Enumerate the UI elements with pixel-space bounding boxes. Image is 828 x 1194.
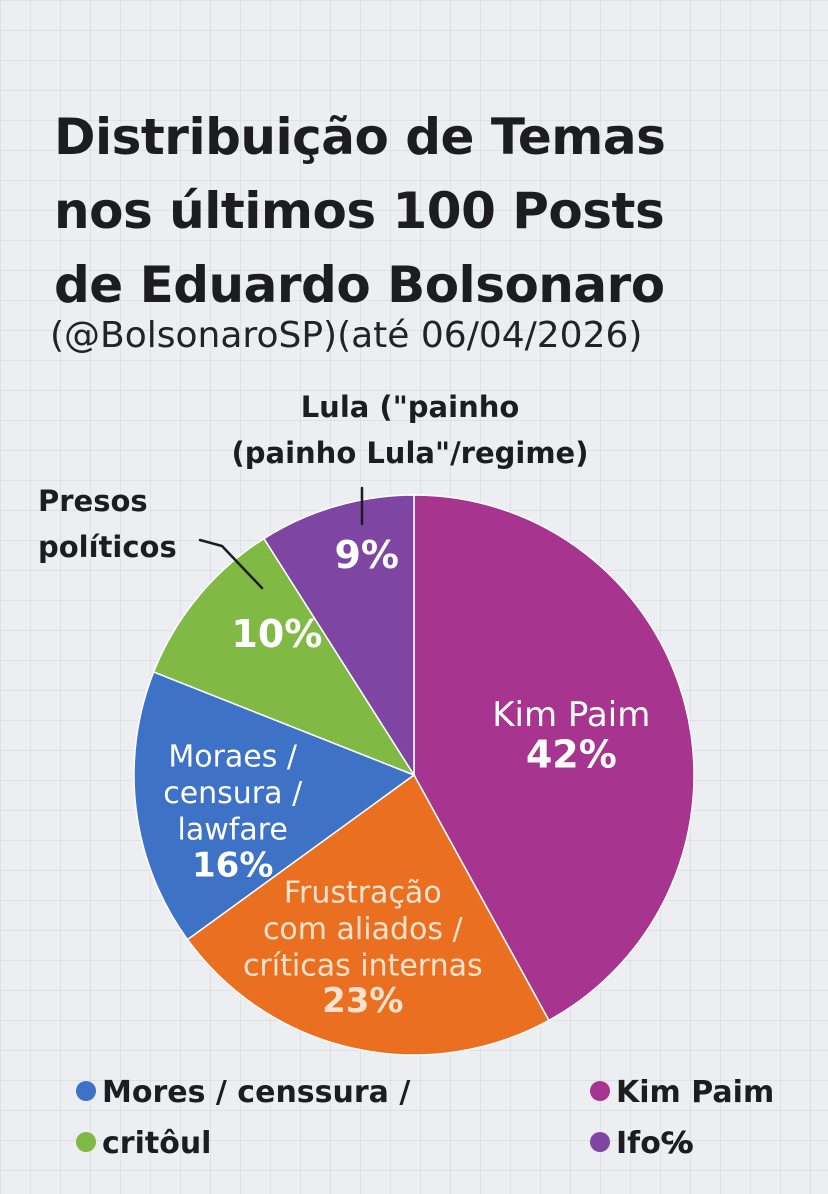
legend-swatch [590,1132,610,1152]
chart-subtitle: (@BolsonaroSP)(até 06/04/2026) [50,315,643,356]
legend-item-kim-paim: Kim Paim [590,1073,774,1113]
callout-presos-line: Presos [38,484,148,518]
callout-lula-line: (painho Lula"/regime) [231,436,589,470]
legend-item-purple: Ifo℅ [590,1124,694,1164]
callout-leader-presos [198,538,264,590]
slice-category-label: críticas internas [243,949,483,984]
callout-lula-line: Lula ("painho [300,390,520,424]
chart-title-line: nos últimos 100 Posts [54,182,665,240]
legend-label: Kim Paim [616,1075,775,1110]
slice-category-label: com aliados / [263,912,464,947]
slice-label: 9% [334,533,399,577]
callout-lula: Lula ("painho (painho Lula"/regime) [200,384,620,476]
callout-presos-politicos: Presos políticos [38,478,258,570]
legend-swatch [590,1081,610,1101]
slice-category-label: Frustração [284,875,442,910]
slice-category-label: Kim Paim [492,695,650,735]
slice-category-label: lawfare [178,813,288,848]
pie-slice [186,773,550,1056]
legend-label: Mores / censsura / [102,1075,411,1110]
slice-value-label: 16% [192,845,273,885]
slice-label: Moraes / censura / lawfare 16% [163,740,303,886]
slice-category-label: censura / [163,776,303,811]
legend-label: critôul [102,1126,212,1161]
slice-value-label: 42% [526,732,617,776]
slice-value-label: 10% [231,612,322,656]
slice-label: Frustração com aliados / críticas internas… [243,875,483,1021]
pie-slice [152,537,416,777]
legend-swatch [76,1132,96,1152]
chart-title-line: Distribuição de Temas [54,108,666,166]
legend-label: Ifo℅ [616,1126,694,1161]
chart-title: Distribuição de Temas nos últimos 100 Po… [54,100,814,322]
callout-presos-line: políticos [38,530,177,564]
slice-value-label: 9% [334,533,399,577]
slice-value-label: 23% [322,981,403,1021]
legend-item-moraes: Mores / censsura / [76,1073,410,1113]
pie-slice [262,494,415,778]
legend-swatch [76,1081,96,1101]
slice-category-label: Moraes / [168,740,298,775]
pie-slice [133,670,416,941]
chart-title-line: de Eduardo Bolsonaro [54,256,665,314]
slice-label: 10% [231,612,322,656]
slice-label: Kim Paim 42% [492,695,650,777]
pie-slice [413,494,695,1022]
legend-item-green: critôul [76,1124,211,1164]
